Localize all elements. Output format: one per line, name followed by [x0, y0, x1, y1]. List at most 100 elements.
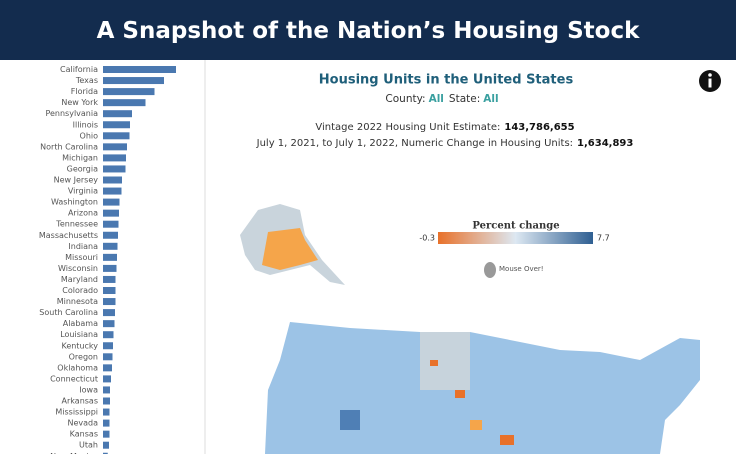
- bar: [103, 121, 130, 129]
- bar: [103, 342, 113, 350]
- bar: [103, 353, 113, 361]
- info-stem: [708, 78, 712, 88]
- filters: County: All State: All: [385, 93, 498, 105]
- bar-label: Oregon: [69, 352, 98, 361]
- bar-label: Arizona: [68, 209, 98, 218]
- bar: [103, 320, 115, 328]
- filter-state-label: State:: [449, 93, 480, 105]
- bar-label: Minnesota: [57, 297, 98, 306]
- bar: [103, 187, 122, 195]
- legend-max: 7.7: [597, 234, 610, 243]
- bar-label: Florida: [71, 87, 98, 96]
- bar: [103, 287, 116, 294]
- bar-label: Alabama: [63, 319, 98, 328]
- bar: [103, 452, 108, 454]
- bar: [103, 419, 110, 427]
- dashboard: California Texas Florida New York Pennsylvan…: [39, 60, 721, 454]
- bar: [103, 88, 155, 96]
- bar: [103, 198, 120, 206]
- us-mainland: [265, 322, 700, 454]
- bar-label: Washington: [51, 198, 98, 207]
- stat-label: Vintage 2022 Housing Unit Estimate:: [315, 122, 500, 133]
- bar: [103, 430, 110, 438]
- bar-label: Illinois: [73, 120, 98, 129]
- bar-label: Connecticut: [50, 374, 98, 383]
- bar: [103, 441, 109, 449]
- bar-label: California: [60, 65, 98, 74]
- mouse-hint: Mouse Over!: [499, 265, 544, 273]
- map-title: Housing Units in the United States: [319, 73, 574, 88]
- bar-label: Virginia: [68, 187, 98, 196]
- bar-label: Indiana: [68, 242, 98, 251]
- bar: [103, 386, 110, 394]
- stat-label: July 1, 2021, to July 1, 2022, Numeric C…: [256, 138, 573, 149]
- bar-label: Massachusetts: [39, 231, 98, 240]
- county-patch: [340, 410, 360, 430]
- county-patch: [470, 420, 482, 430]
- stat-line: July 1, 2021, to July 1, 2022, Numeric C…: [256, 138, 634, 149]
- bar: [103, 242, 118, 250]
- bar-label: North Carolina: [40, 142, 98, 151]
- bar: [103, 253, 117, 261]
- county-patch: [500, 435, 514, 445]
- stat-line: Vintage 2022 Housing Unit Estimate: 143,7…: [315, 122, 574, 133]
- bar-label: New Jersey: [54, 176, 99, 185]
- header-title: A Snapshot of the Nation’s Housing Stock: [0, 0, 736, 60]
- bar: [103, 275, 116, 283]
- bar: [103, 77, 164, 85]
- bar-label: Wisconsin: [58, 264, 98, 273]
- info-dot: [708, 73, 712, 77]
- alaska-region: [262, 228, 318, 270]
- bar-label: Kansas: [70, 430, 98, 439]
- bar: [103, 143, 127, 151]
- bar: [103, 176, 122, 184]
- bar: [103, 209, 119, 217]
- bar: [103, 154, 126, 162]
- mouse-icon: [484, 262, 496, 278]
- bar-label: Missouri: [65, 253, 98, 262]
- bar-label: Kentucky: [61, 341, 98, 350]
- bar: [103, 231, 118, 239]
- bar-label: Arkansas: [62, 397, 98, 406]
- bar-label: Georgia: [67, 164, 98, 173]
- filter-county-value: All: [429, 93, 444, 105]
- bar: [103, 99, 146, 107]
- bar: [103, 331, 114, 339]
- bar-label: Texas: [75, 76, 98, 85]
- bar-label: Maryland: [61, 275, 98, 284]
- stat-value: 1,634,893: [577, 138, 633, 149]
- filter-state-value: All: [483, 93, 498, 105]
- bar: [103, 375, 111, 383]
- bar-label: Utah: [79, 441, 98, 450]
- bar: [103, 165, 126, 173]
- bar: [103, 220, 119, 228]
- bar-label: Pennsylvania: [45, 109, 98, 118]
- bar: [103, 408, 110, 416]
- county-patch: [455, 390, 465, 398]
- bar: [103, 132, 130, 140]
- bar-label: South Carolina: [39, 308, 98, 317]
- map-shapes: [240, 204, 700, 454]
- bar-label: Louisiana: [60, 330, 98, 339]
- bar-label: New Mexico: [50, 452, 98, 454]
- bar-label: Oklahoma: [57, 363, 98, 372]
- info-icon[interactable]: [699, 70, 721, 92]
- county-patch: [430, 360, 438, 366]
- filter-county-label: County:: [385, 93, 425, 105]
- bar: [103, 66, 176, 73]
- bar: [103, 364, 112, 372]
- legend-title: Percent change: [472, 221, 559, 232]
- legend-min: -0.3: [419, 234, 435, 243]
- bar-label: Nevada: [67, 419, 98, 428]
- stat-value: 143,786,655: [504, 122, 574, 133]
- bar-label: Mississippi: [55, 408, 98, 417]
- bar-label: Michigan: [62, 153, 98, 162]
- bar: [103, 397, 110, 405]
- bar-label: New York: [61, 98, 98, 107]
- bar-label: Ohio: [80, 131, 99, 140]
- bar: [103, 298, 116, 306]
- bar: [103, 110, 132, 118]
- bar-label: Iowa: [79, 385, 98, 394]
- plains: [420, 332, 470, 390]
